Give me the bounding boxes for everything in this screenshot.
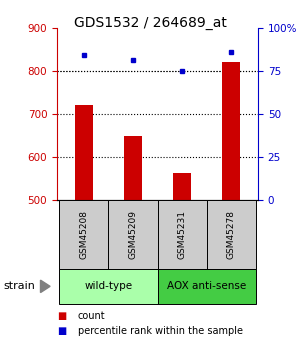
Text: strain: strain [3,282,35,291]
Bar [59,269,158,304]
Bar [223,62,240,200]
Text: percentile rank within the sample: percentile rank within the sample [78,326,243,336]
Bar [109,200,158,269]
Bar [158,200,206,269]
Text: ■: ■ [57,326,66,336]
Text: AOX anti-sense: AOX anti-sense [167,282,246,291]
Text: ■: ■ [57,311,66,321]
Text: GSM45231: GSM45231 [178,210,187,259]
Bar [124,136,142,200]
Text: GSM45208: GSM45208 [80,210,88,259]
Bar [173,173,190,200]
Bar [59,200,109,269]
Bar [158,269,256,304]
Text: GDS1532 / 264689_at: GDS1532 / 264689_at [74,16,226,30]
Polygon shape [40,280,50,293]
Bar [75,105,92,200]
Text: GSM45209: GSM45209 [128,210,137,259]
Text: GSM45278: GSM45278 [226,210,236,259]
Text: wild-type: wild-type [84,282,133,291]
Bar [206,200,256,269]
Text: count: count [78,311,106,321]
